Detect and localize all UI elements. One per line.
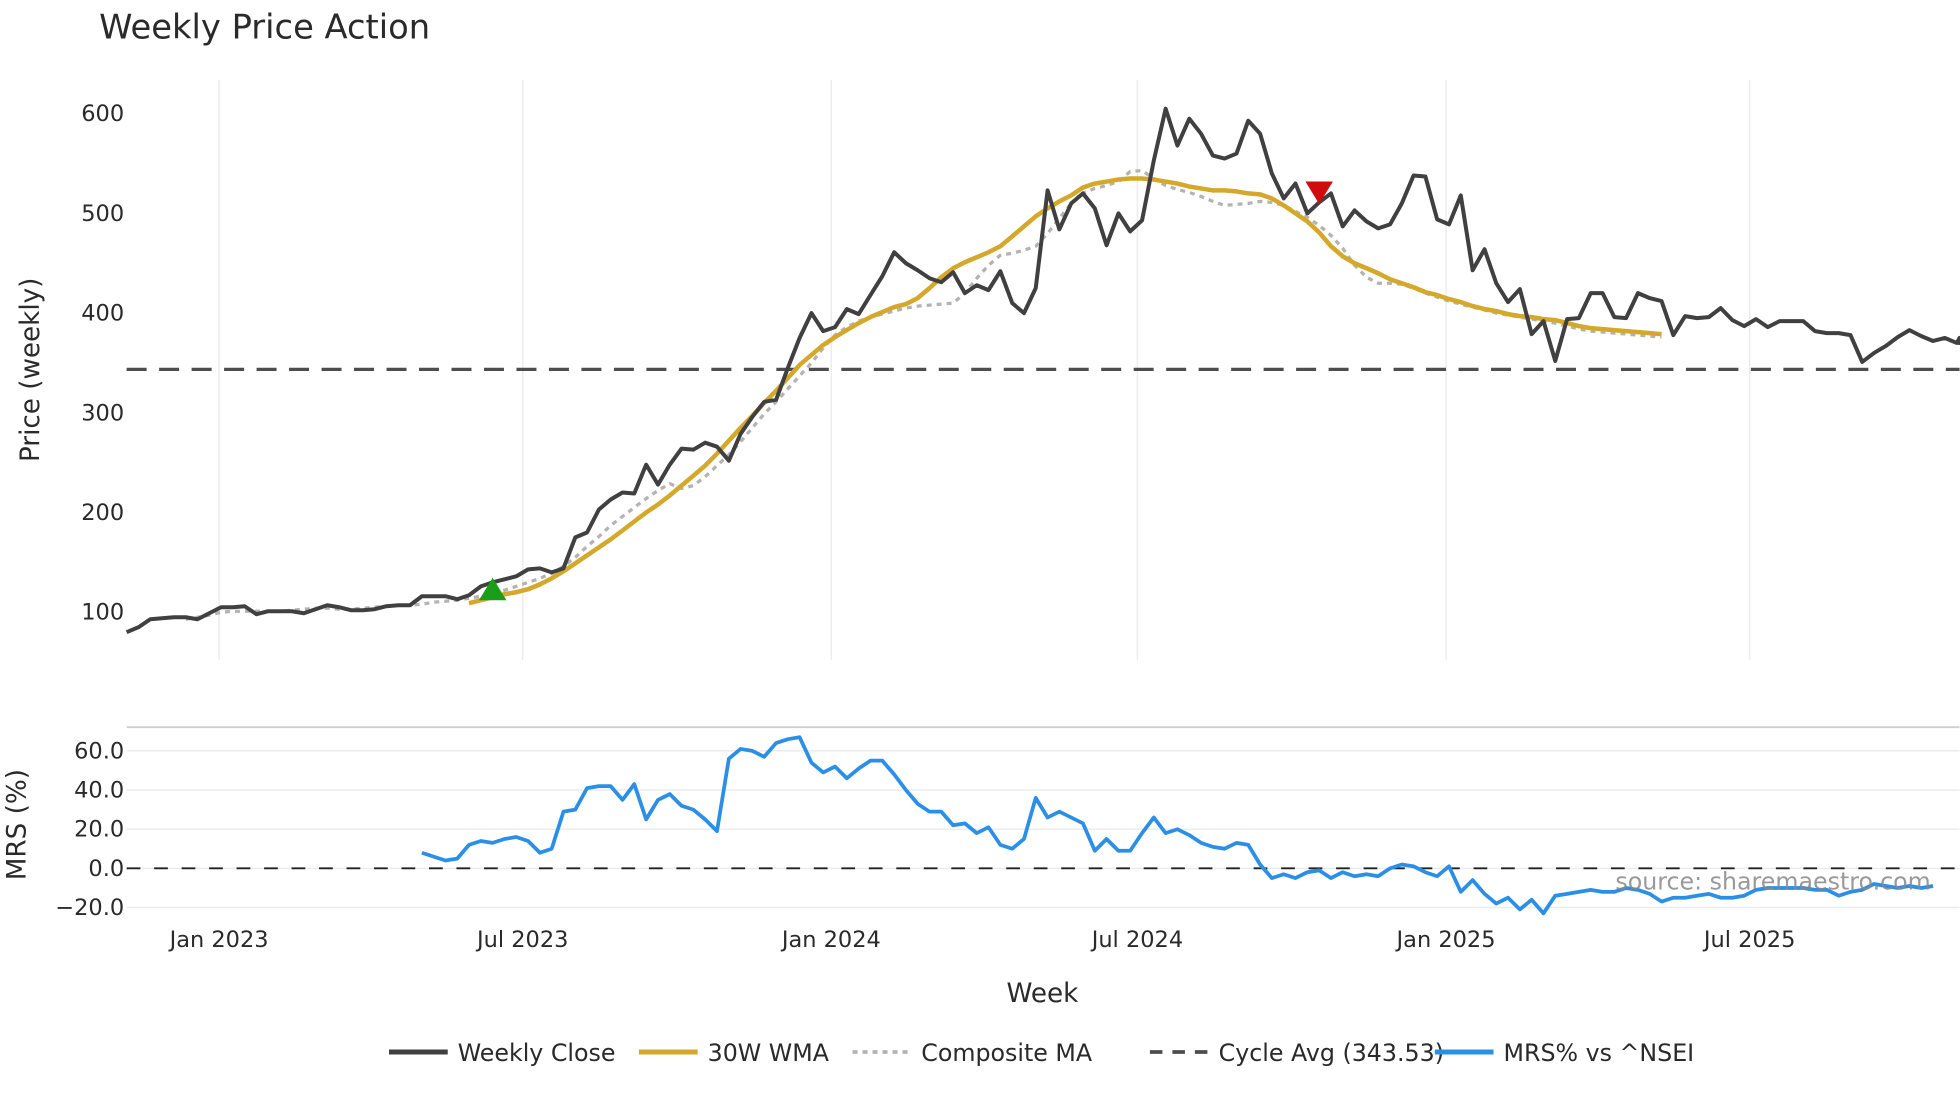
price-y-tick: 100	[81, 600, 124, 626]
mrs-y-tick: 20.0	[74, 817, 124, 843]
legend-item[interactable]: Weekly Close	[389, 1039, 616, 1067]
price-y-tick: 300	[81, 400, 124, 426]
price-y-tick: 400	[81, 301, 124, 327]
mrs-y-tick: 60.0	[74, 738, 124, 764]
x-tick-label: Jul 2023	[475, 927, 568, 953]
x-tick-label: Jul 2025	[1702, 927, 1795, 953]
mrs-y-tick: 0.0	[88, 856, 124, 882]
price-y-tick: 500	[81, 201, 124, 227]
legend-item[interactable]: Composite MA	[852, 1039, 1093, 1067]
x-axis: Jan 2023 Jul 2023 Jan 2024 Jul 2024 Jan 2025…	[168, 927, 1796, 953]
legend-item[interactable]: Cycle Avg (343.53)	[1149, 1039, 1444, 1067]
legend-label: 30W WMA	[708, 1039, 830, 1067]
price-series	[125, 106, 1960, 635]
mrs-y-axis: −20.0 0.0 20.0 40.0 60.0	[55, 738, 124, 921]
weekly-close-line	[125, 106, 1960, 635]
mrs-y-axis-label: MRS (%)	[2, 769, 32, 880]
composite-ma-line	[185, 168, 1662, 621]
x-tick-label: Jan 2023	[168, 927, 269, 953]
legend-item[interactable]: 30W WMA	[638, 1039, 830, 1067]
mrs-grid	[126, 750, 1960, 909]
mrs-vs-nsei-line	[421, 735, 1934, 916]
30w-wma-line	[468, 176, 1662, 606]
sell-signal-icon	[1305, 181, 1333, 204]
x-tick-label: Jan 2025	[1395, 927, 1496, 953]
signal-markers	[478, 181, 1333, 601]
mrs-y-tick: 40.0	[74, 778, 124, 804]
legend-label: Composite MA	[921, 1039, 1093, 1067]
mrs-y-tick: −20.0	[55, 895, 124, 921]
x-axis-label: Week	[1007, 979, 1080, 1009]
legend-label: Weekly Close	[458, 1039, 616, 1067]
price-y-axis-label: Price (weekly)	[16, 278, 46, 462]
price-y-tick: 200	[81, 500, 124, 526]
legend-item[interactable]: MRS% vs ^NSEI	[1434, 1039, 1695, 1067]
chart-title: Weekly Price Action	[99, 8, 430, 47]
source-annotation: source: sharemaestro.com	[1615, 868, 1930, 896]
price-y-tick: 600	[81, 101, 124, 127]
buy-signal-icon	[478, 577, 507, 601]
x-tick-label: Jul 2024	[1090, 927, 1183, 953]
mrs-series	[421, 735, 1934, 916]
legend: Weekly Close 30W WMA Composite MA Cycle Avg…	[389, 1039, 1694, 1067]
legend-label: Cycle Avg (343.53)	[1219, 1039, 1444, 1067]
legend-label: MRS% vs ^NSEI	[1504, 1039, 1695, 1067]
x-tick-label: Jan 2024	[780, 927, 881, 953]
price-y-axis: 100 200 300 400 500 600	[81, 101, 124, 626]
